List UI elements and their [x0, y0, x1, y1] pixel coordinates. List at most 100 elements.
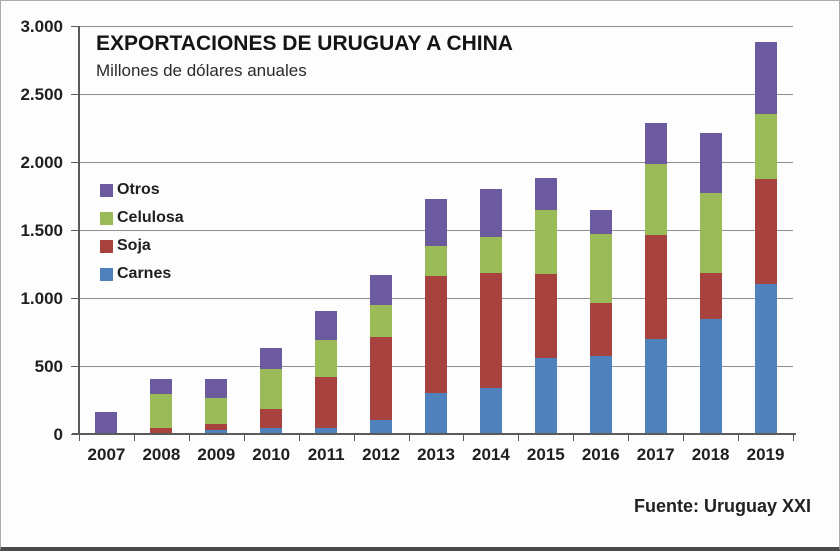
x-axis-label: 2010 — [252, 445, 291, 464]
gridline — [79, 26, 793, 27]
bar-segment-otros-2013 — [425, 199, 447, 247]
x-tick — [298, 435, 300, 441]
bar-segment-soja-2013 — [425, 276, 447, 394]
y-tick — [71, 434, 78, 435]
legend-label: Carnes — [117, 265, 172, 282]
bar-segment-soja-2016 — [589, 303, 612, 356]
x-axis-label: 2007 — [87, 445, 126, 464]
y-axis-label: 1.500 — [20, 221, 63, 240]
y-tick — [71, 162, 78, 163]
y-axis-label: 0 — [53, 425, 63, 444]
x-axis-label: 2016 — [581, 445, 620, 464]
bar-segment-carnes-2017 — [644, 338, 667, 434]
legend-item-carnes: Carnes — [100, 260, 184, 288]
x-tick — [353, 435, 355, 441]
legend-item-otros: Otros — [100, 176, 184, 204]
y-tick — [71, 366, 78, 367]
x-tick — [738, 435, 740, 441]
chart-subtitle: Millones de dólares anuales — [96, 61, 307, 80]
bar-segment-otros-2008 — [150, 378, 173, 394]
bar-segment-otros-2007 — [95, 412, 118, 434]
bar-segment-otros-2010 — [260, 347, 283, 369]
x-axis-label: 2018 — [691, 445, 730, 464]
x-tick — [793, 435, 794, 441]
bar-segment-soja-2019 — [754, 179, 777, 285]
bar-segment-otros-2016 — [589, 210, 612, 235]
y-axis-label: 3.000 — [20, 17, 63, 36]
y-axis-label: 500 — [34, 357, 63, 376]
x-axis-label: 2013 — [417, 445, 455, 464]
bar-segment-otros-2015 — [534, 177, 557, 210]
bar-segment-carnes-2012 — [370, 420, 393, 434]
bar-segment-celulosa-2018 — [699, 192, 722, 273]
bar-segment-otros-2014 — [479, 189, 502, 237]
x-axis-label: 2008 — [142, 445, 181, 464]
x-axis-label: 2012 — [362, 445, 400, 464]
y-axis-label: 2.000 — [20, 153, 63, 172]
bar-segment-soja-2011 — [315, 376, 338, 428]
y-axis-label: 2.500 — [20, 85, 63, 104]
bar-segment-carnes-2018 — [699, 319, 722, 434]
bar-segment-otros-2018 — [699, 132, 722, 193]
legend-label: Soja — [117, 237, 151, 254]
x-tick — [683, 435, 685, 441]
bar-segment-otros-2009 — [205, 378, 228, 398]
bar-segment-carnes-2016 — [589, 355, 612, 434]
gridline — [79, 162, 793, 163]
x-tick — [133, 435, 135, 441]
bar-segment-soja-2012 — [370, 337, 393, 421]
bar-segment-celulosa-2014 — [479, 236, 502, 273]
x-axis-label: 2009 — [197, 445, 236, 464]
bar-segment-carnes-2019 — [754, 284, 777, 434]
bar-segment-carnes-2011 — [315, 427, 338, 434]
bar-segment-otros-2019 — [754, 42, 777, 114]
chart-title: EXPORTACIONES DE URUGUAY A CHINA — [96, 32, 513, 55]
y-tick — [71, 26, 78, 27]
legend-swatch-icon — [100, 211, 113, 225]
bar-segment-celulosa-2012 — [370, 304, 393, 338]
legend-item-celulosa: Celulosa — [100, 204, 184, 232]
bar-segment-soja-2018 — [699, 272, 722, 320]
bar-segment-otros-2012 — [370, 274, 393, 305]
x-tick — [628, 435, 630, 441]
legend-label: Otros — [117, 181, 160, 198]
bar-segment-soja-2010 — [260, 408, 283, 428]
bar-segment-celulosa-2008 — [150, 393, 173, 428]
bar-segment-celulosa-2017 — [644, 164, 667, 235]
x-axis-label: 2017 — [636, 445, 675, 464]
x-tick — [243, 435, 245, 441]
x-axis-label: 2011 — [307, 445, 345, 464]
x-axis-label: 2019 — [746, 445, 785, 464]
y-tick — [71, 298, 78, 299]
bar-segment-soja-2008 — [150, 427, 173, 433]
bar-segment-celulosa-2010 — [260, 368, 283, 409]
bar-segment-carnes-2013 — [425, 393, 447, 434]
bar-segment-otros-2011 — [315, 310, 338, 341]
y-axis-label: 1.000 — [20, 289, 63, 308]
bar-segment-celulosa-2015 — [534, 209, 557, 275]
x-tick — [463, 435, 465, 441]
y-tick — [71, 230, 78, 231]
x-tick — [518, 435, 520, 441]
x-axis-line — [72, 433, 796, 435]
bar-segment-otros-2017 — [644, 123, 667, 165]
x-axis-label: 2015 — [526, 445, 565, 464]
source-note: Fuente: Uruguay XXI — [633, 496, 811, 516]
y-axis-line — [78, 26, 80, 435]
bar-segment-carnes-2010 — [260, 427, 283, 434]
legend-swatch-icon — [100, 267, 113, 281]
legend-swatch-icon — [100, 239, 113, 253]
bar-segment-carnes-2014 — [479, 387, 502, 434]
plot-area — [79, 26, 793, 434]
x-tick — [573, 435, 575, 441]
legend-swatch-icon — [100, 183, 113, 197]
bar-segment-celulosa-2016 — [589, 234, 612, 304]
bar-segment-celulosa-2009 — [205, 397, 228, 424]
x-tick — [188, 435, 190, 441]
legend: Otros Celulosa Soja Carnes — [100, 176, 184, 288]
bar-segment-celulosa-2011 — [315, 340, 338, 377]
bar-segment-carnes-2009 — [205, 429, 228, 434]
bar-segment-soja-2014 — [479, 272, 502, 388]
bar-segment-celulosa-2019 — [754, 113, 777, 179]
